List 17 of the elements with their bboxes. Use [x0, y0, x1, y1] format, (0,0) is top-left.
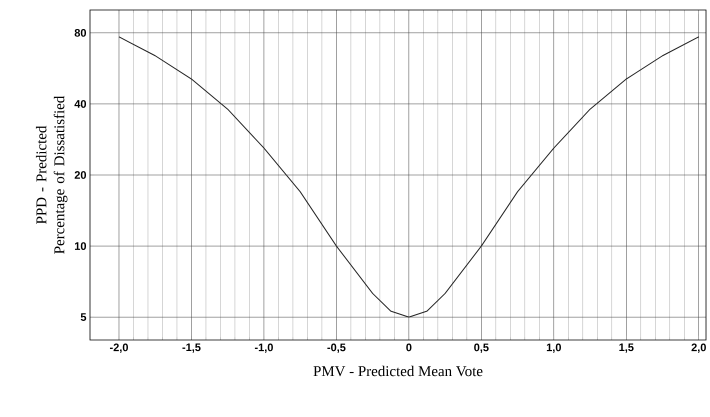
x-tick-label: -1,0 [254, 344, 273, 353]
x-tick-label: -0,5 [327, 344, 346, 353]
x-tick-label: 2,0 [692, 344, 706, 353]
x-tick-label: -1,5 [182, 344, 201, 353]
x-tick-label: -2,0 [110, 344, 128, 353]
y-tick-label: 40 [74, 100, 86, 108]
y-tick-label: 20 [74, 171, 86, 179]
y-tick-label: 5 [80, 313, 86, 321]
y-tick-label: 10 [74, 242, 86, 250]
line-series [118, 36, 700, 318]
y-tick-label: 80 [74, 29, 86, 37]
x-tick-label: 0,5 [474, 344, 489, 353]
x-tick-label: 1,0 [546, 344, 561, 353]
y-axis-title: PPD - Predicted Percentage of Dissatisfied [36, 96, 68, 254]
x-tick-label: 1,5 [619, 344, 634, 353]
x-axis-title: PMV - Predicted Mean Vote [313, 366, 482, 376]
x-tick-label: 0 [406, 344, 412, 352]
